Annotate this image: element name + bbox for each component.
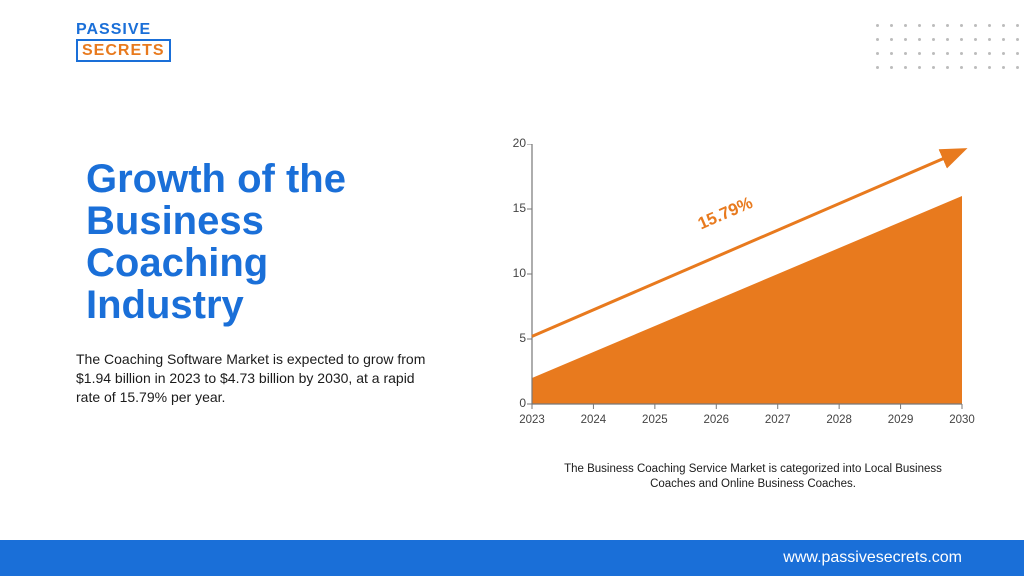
footer-bar: www.passivesecrets.com (0, 540, 1024, 576)
logo: PASSIVE SECRETS (76, 22, 171, 62)
y-tick-label: 15 (502, 201, 526, 215)
chart-svg (500, 144, 970, 444)
x-tick-label: 2025 (642, 414, 668, 426)
y-tick-label: 5 (502, 331, 526, 345)
x-tick-label: 2029 (888, 414, 914, 426)
logo-top-text: PASSIVE (76, 22, 171, 38)
x-tick-label: 2027 (765, 414, 791, 426)
page-title: Growth of the Business Coaching Industry (86, 158, 426, 326)
footer-url: www.passivesecrets.com (783, 549, 962, 567)
y-tick-label: 20 (502, 136, 526, 150)
x-tick-label: 2028 (826, 414, 852, 426)
logo-bottom-text: SECRETS (76, 39, 171, 62)
y-tick-label: 0 (502, 396, 526, 410)
x-tick-label: 2024 (581, 414, 607, 426)
dot-grid-decoration (870, 18, 1024, 74)
x-tick-label: 2026 (703, 414, 729, 426)
chart-caption: The Business Coaching Service Market is … (548, 462, 958, 492)
x-tick-label: 2030 (949, 414, 975, 426)
y-tick-label: 10 (502, 266, 526, 280)
growth-chart: 0510152020232024202520262027202820292030… (500, 144, 970, 444)
body-paragraph: The Coaching Software Market is expected… (76, 350, 436, 407)
x-tick-label: 2023 (519, 414, 545, 426)
